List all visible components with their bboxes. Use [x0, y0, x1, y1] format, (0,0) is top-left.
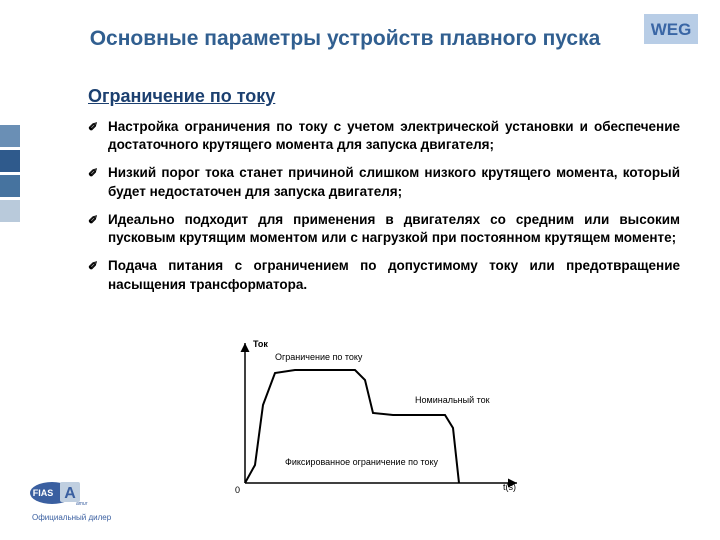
svg-text:Ток: Ток	[253, 339, 268, 349]
slide-title: Основные параметры устройств плавного пу…	[60, 26, 630, 51]
stripe	[0, 200, 20, 222]
svg-text:Ограничение по току: Ограничение по току	[275, 352, 363, 362]
current-limit-chart: Ток Ограничение по току Номинальный ток Фик…	[205, 335, 535, 500]
badge-letter: A	[64, 485, 76, 502]
stripe	[0, 150, 20, 172]
slide-subtitle: Ограничение по току	[88, 86, 275, 107]
bullet-item: Низкий порог тока станет причиной слишко…	[88, 164, 680, 200]
dealer-label: Официальный дилер	[32, 513, 111, 522]
bullet-item: Идеально подходит для применения в двига…	[88, 211, 680, 247]
stripe	[0, 175, 20, 197]
logo-text: WEG	[651, 20, 692, 39]
svg-text:t(s): t(s)	[503, 482, 516, 492]
svg-text:Фиксированное ограничение по т: Фиксированное ограничение по току	[285, 457, 439, 467]
svg-text:Номинальный ток: Номинальный ток	[415, 395, 490, 405]
bullet-item: Подача питания с ограничением по допусти…	[88, 257, 680, 293]
bullet-item: Настройка ограничения по току с учетом э…	[88, 118, 680, 154]
bullet-list: Настройка ограничения по току с учетом э…	[88, 118, 680, 304]
dealer-badge: FIAS A amur	[30, 479, 88, 512]
left-decoration	[0, 125, 20, 225]
brand-logo: WEG	[644, 14, 698, 49]
badge-sub: amur	[76, 501, 88, 507]
svg-text:0: 0	[235, 485, 240, 495]
badge-left-text: FIAS	[33, 488, 54, 498]
stripe	[0, 125, 20, 147]
